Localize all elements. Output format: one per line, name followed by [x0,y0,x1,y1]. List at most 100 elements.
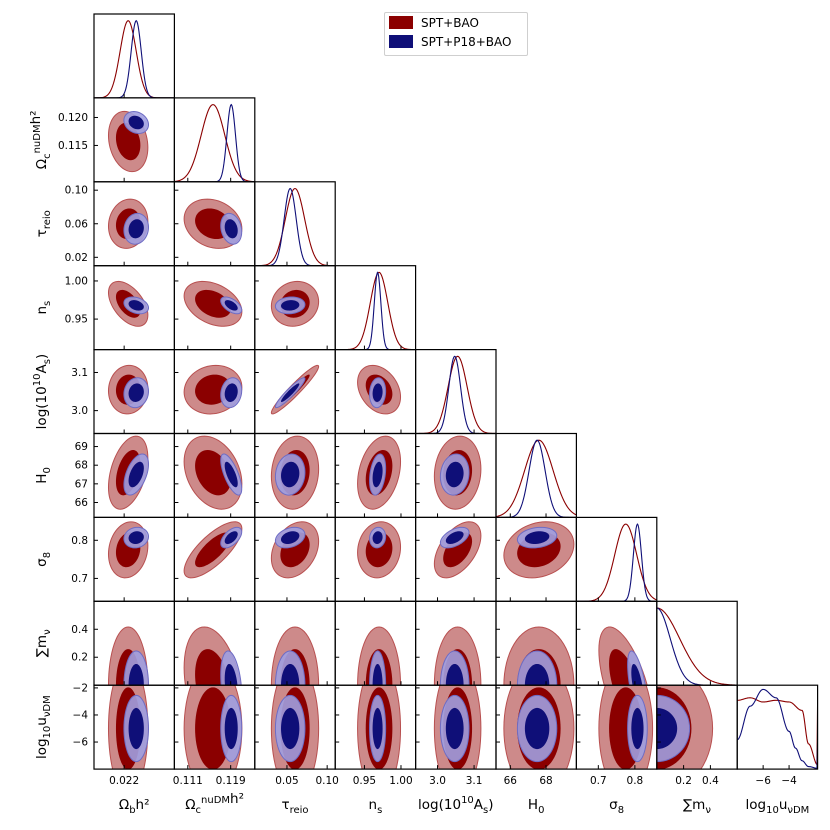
contour-spt-p18-bao-1sigma [224,461,238,488]
contour-spt-p18-bao-1sigma [372,383,383,402]
panel-frame [254,181,336,267]
posterior-panel-tau-reio [254,187,336,266]
contour-panel-sigma8-vs-omega-cdm [183,521,243,579]
contour-spt-p18-bao-1sigma [281,383,300,402]
contour-spt-p18-bao-1sigma [281,461,300,488]
y-tick-label-loga: 3.1 [71,367,88,379]
contour-spt-p18-bao-1sigma [372,461,383,488]
x-tick-label-loga: 3.0 [429,775,446,787]
contour-panel-log10-u-vs-sum-mnu [656,685,714,770]
axis-label-part: ν [705,805,711,816]
y-axis-label-omega-cdm: ΩcnuDMh² [28,110,53,169]
contour-panel-n-s-vs-omega-cdm [183,280,243,327]
contour-panel-sum-mnu-vs-omega-cdm [183,626,242,686]
y-tick-label-sigma8: 0.8 [71,535,88,547]
y-axis-label-sum-mnu: ∑mν [34,629,53,657]
axis-label-part: 8 [42,552,53,558]
x-axis-label-loga: log(1010As) [418,795,494,816]
panel-frame [656,600,738,686]
legend-item-spt-bao: SPT+BAO [385,13,527,32]
y-axis-label-sigma8: σ8 [34,552,53,567]
y-tick-label-tau-reio: 0.06 [65,218,89,230]
contour-panel-n-s-vs-tau-reio [270,280,320,327]
contour-panel-log10-u-vs-loga [433,685,482,770]
contour-spt-p18-bao-1sigma [224,300,238,311]
contour-spt-p18-bao-1sigma [445,461,464,488]
posterior-panel-omega-cdm [174,103,255,182]
contour-spt-p18-bao-1sigma [128,531,144,544]
y-tick-label-h0: 68 [75,460,88,472]
contour-panel-h0-vs-n-s [357,435,402,510]
axis-label-part: Ω [34,159,50,169]
x-tick-label-omega-b: 0.022 [109,775,139,787]
axis-label-part: s [377,805,382,816]
axis-label-part: log [34,738,50,759]
y-axis-label-n-s: ns [34,301,53,315]
axis-label-part: σ [609,797,618,813]
contour-panel-sigma8-vs-loga [433,521,482,579]
posterior-curve-spt-bao [254,187,336,266]
axis-label-part: s [42,359,53,364]
axis-label-part: Ω [119,797,129,813]
axis-label-part: c [196,805,202,816]
posterior-curve-spt-p18-bao [94,19,175,98]
contour-spt-p18-bao-1sigma [656,707,678,750]
contour-spt-p18-bao-1sigma [445,531,464,544]
contour-spt-p18-bao-1sigma [224,531,238,544]
axis-label-part: 10 [766,805,779,816]
y-tick-label-sum-mnu: 0.2 [71,652,88,664]
contour-spt-bao-1sigma [443,532,473,568]
y-tick-label-tau-reio: 0.10 [65,185,88,197]
x-axis-label-omega-b: Ωbh² [119,797,150,816]
contour-spt-p18-bao-1sigma [224,219,238,239]
axis-label-part: h² [136,797,150,813]
posterior-curve-spt-bao [737,697,818,767]
contour-spt-p18-bao-1sigma [128,383,144,402]
x-tick-label-sigma8: 0.7 [590,775,607,787]
posterior-curve-spt-p18-bao [737,688,818,769]
x-tick-label-tau-reio: 0.10 [315,775,338,787]
legend-label-spt-bao: SPT+BAO [421,15,479,30]
y-tick-label-log10-u: −6 [73,737,89,749]
axis-label-part: Ω [185,797,195,813]
contour-panel-loga-vs-omega-cdm [183,364,243,415]
x-axis-label-h0: H0 [528,797,545,816]
axis-label-part: log [745,797,766,813]
axis-label-part: H [528,797,538,813]
contour-panel-n-s-vs-omega-b [107,280,150,327]
contour-panel-loga-vs-tau-reio [270,364,320,415]
y-axis-label-tau-reio: τreio [34,210,53,237]
axis-label-part: 0 [538,805,544,816]
posterior-panel-loga [415,355,497,434]
axis-label-part: ) [34,354,50,359]
contour-spt-p18-bao-1sigma [128,300,144,311]
axis-label-part: ν [42,629,53,635]
y-tick-label-omega-cdm: 0.120 [58,112,88,124]
contour-spt-p18-bao-1sigma [445,707,464,750]
posterior-panel-sum-mnu [656,607,738,686]
axis-label-part: log(10 [418,797,461,813]
posterior-curve-spt-p18-bao [576,523,657,602]
y-tick-label-omega-cdm: 0.115 [58,140,88,152]
x-tick-label-log10-u: −4 [781,775,797,787]
posterior-curve-spt-p18-bao [174,103,255,182]
axis-label-part: ∑m [34,635,50,657]
contour-spt-p18-bao-1sigma [372,707,383,750]
x-tick-label-loga: 3.1 [466,775,483,787]
contour-panel-loga-vs-n-s [357,364,402,415]
contour-panel-omega-cdm-vs-omega-b [107,110,150,173]
posterior-curve-spt-p18-bao [335,271,416,350]
contour-panel-tau-reio-vs-omega-b [107,198,150,249]
x-axis-label-tau-reio: τreio [281,797,308,816]
contour-panel-sum-mnu-vs-omega-b [107,626,150,686]
contour-spt-p18-bao-1sigma [281,663,300,686]
y-tick-label-h0: 66 [75,497,89,509]
axis-label-part: u [779,797,788,813]
panel-frame [415,349,497,435]
axis-label-part: nuDM [201,795,230,806]
contour-spt-p18-bao-1sigma [224,707,238,750]
x-tick-label-omega-cdm: 0.119 [216,775,246,787]
contour-spt-p18-bao-1sigma [281,531,300,544]
axis-label-part: 10 [42,726,53,739]
contour-spt-p18-bao-1sigma [224,663,238,686]
